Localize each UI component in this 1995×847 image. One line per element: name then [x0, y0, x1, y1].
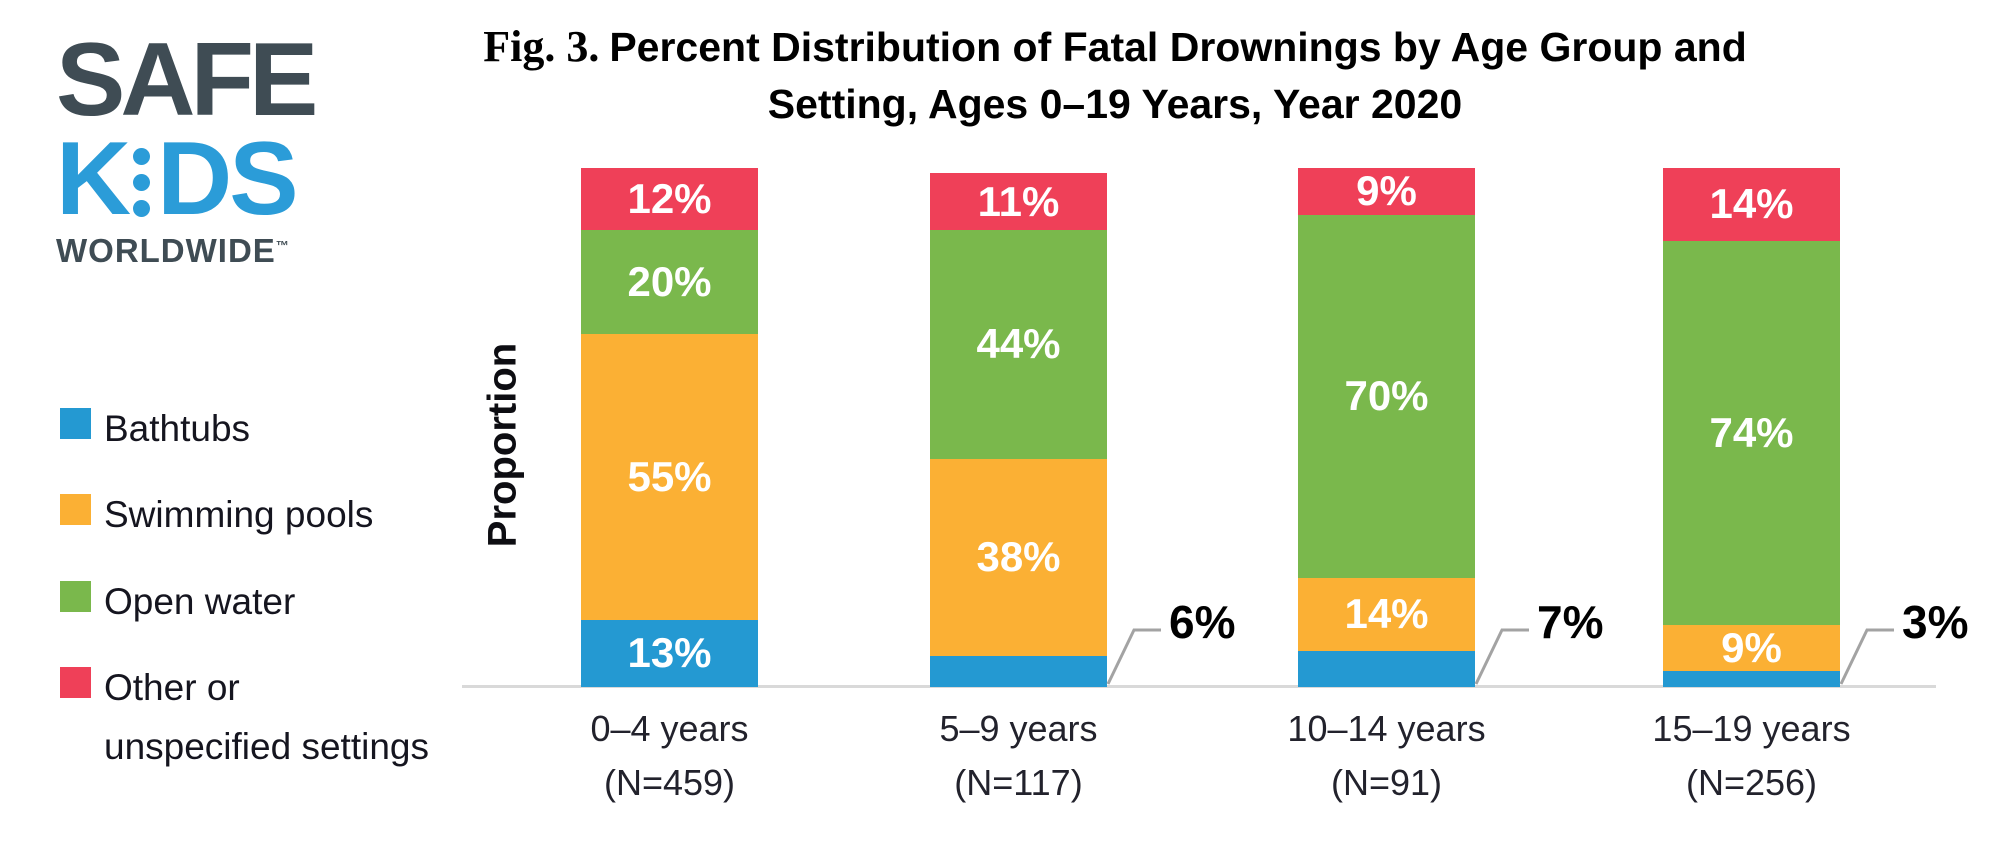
segment-value-label: 12%: [627, 175, 712, 223]
figure-number: Fig. 3.: [483, 22, 600, 71]
legend-item: Swimming pools: [60, 486, 429, 544]
legend-swatch: [60, 580, 91, 612]
logo-dotted-i-icon: [133, 148, 151, 218]
x-axis-label-sample-size: (N=256): [1685, 762, 1818, 803]
bar-segment: 14%: [1663, 168, 1840, 241]
bar-segment: 9%: [1663, 624, 1840, 672]
segment-value-label: 55%: [627, 452, 712, 500]
bar-segment: 9%: [1298, 167, 1475, 215]
bar-segment: 11%: [930, 173, 1107, 231]
legend: Bathtubs Swimming pools Open water Other or…: [60, 400, 429, 776]
segment-value-label: 9%: [1356, 167, 1417, 215]
chart-title-line1: Fig. 3. Percent Distribution of Fatal Dro…: [395, 18, 1835, 77]
logo-word-safe: SAFE: [56, 22, 318, 138]
stacked-bar: 14% 70% 9%: [1298, 167, 1475, 687]
x-axis-label-age-group: 5–9 years: [939, 708, 1098, 749]
chart-title: Fig. 3. Percent Distribution of Fatal Dro…: [395, 18, 1835, 131]
bar-segment: [1298, 650, 1475, 687]
bar-segment: 38%: [930, 458, 1107, 656]
logo-letter-k: K: [56, 120, 131, 237]
segment-value-label: 11%: [977, 177, 1060, 225]
legend-item: Other or unspecified settings: [60, 659, 429, 776]
bar-segment: 20%: [581, 230, 758, 335]
x-axis-label: 0–4 years (N=459): [510, 702, 830, 810]
logo-letters-ds: DS: [157, 120, 298, 237]
segment-value-label: 14%: [1709, 180, 1794, 228]
stacked-bar: 13% 55% 20% 12%: [581, 168, 758, 687]
legend-swatch: [60, 667, 91, 699]
chart-title-line1-text: Percent Distribution of Fatal Drownings …: [609, 24, 1747, 70]
y-axis-label: Proportion: [480, 342, 525, 548]
bar-segment: 74%: [1663, 240, 1840, 625]
bar-segment: 13%: [581, 619, 758, 687]
callout-value-label: 3%: [1902, 596, 1969, 648]
bar-segment: 44%: [930, 230, 1107, 459]
x-axis-label-age-group: 10–14 years: [1287, 708, 1486, 749]
callout-leader-line: [1474, 628, 1529, 685]
bar-segment: 70%: [1298, 214, 1475, 579]
segment-value-label: 74%: [1709, 408, 1794, 456]
bar-segment: 14%: [1298, 578, 1475, 651]
segment-value-label: 14%: [1344, 590, 1429, 638]
legend-item: Open water: [60, 573, 429, 631]
x-axis-label-sample-size: (N=117): [954, 762, 1083, 803]
callout-leader-line: [1839, 628, 1894, 685]
callout-value-label: 6%: [1169, 596, 1236, 648]
segment-value-label: 9%: [1721, 624, 1782, 672]
segment-value-label: 38%: [976, 533, 1061, 581]
segment-value-label: 20%: [627, 258, 712, 306]
bar-segment: 12%: [581, 168, 758, 231]
segment-value-label: 70%: [1344, 372, 1429, 420]
callout-value-label: 7%: [1537, 596, 1604, 648]
x-axis-label: 15–19 years (N=256): [1592, 702, 1912, 810]
callout-leader-line: [1106, 628, 1161, 685]
logo-word-kids: K DS: [56, 120, 313, 237]
legend-item: Bathtubs: [60, 400, 429, 458]
safekids-logo: SAFE K DS WORLDWIDE™: [56, 22, 318, 270]
legend-label: Bathtubs: [104, 408, 251, 449]
logo-word-worldwide: WORLDWIDE™: [56, 232, 313, 270]
segment-value-label: 44%: [976, 320, 1061, 368]
bar-segment: 55%: [581, 334, 758, 620]
x-axis-label-sample-size: (N=459): [603, 762, 736, 803]
segment-value-label: 13%: [627, 629, 712, 677]
stacked-bar: 38% 44% 11%: [930, 168, 1107, 687]
x-axis-line: [462, 685, 1936, 688]
chart-title-line2: Setting, Ages 0–19 Years, Year 2020: [767, 80, 1463, 127]
bar-segment: [930, 655, 1107, 687]
legend-label: Open water: [104, 580, 296, 622]
logo-worldwide-text: WORLDWIDE: [56, 231, 276, 269]
x-axis-label: 10–14 years (N=91): [1227, 702, 1547, 810]
trademark-symbol: ™: [275, 237, 289, 253]
x-axis-label-age-group: 0–4 years: [590, 708, 749, 749]
legend-swatch: [60, 494, 91, 526]
legend-label: Swimming pools: [104, 494, 374, 536]
legend-swatch: [60, 408, 91, 439]
stacked-bar: 9% 74% 14%: [1663, 168, 1840, 687]
bar-segment: [1663, 671, 1840, 687]
x-axis-label-age-group: 15–19 years: [1652, 708, 1851, 749]
x-axis-label-sample-size: (N=91): [1330, 762, 1443, 803]
x-axis-label: 5–9 years (N=117): [859, 702, 1179, 810]
legend-label: Other or unspecified settings: [104, 667, 429, 767]
